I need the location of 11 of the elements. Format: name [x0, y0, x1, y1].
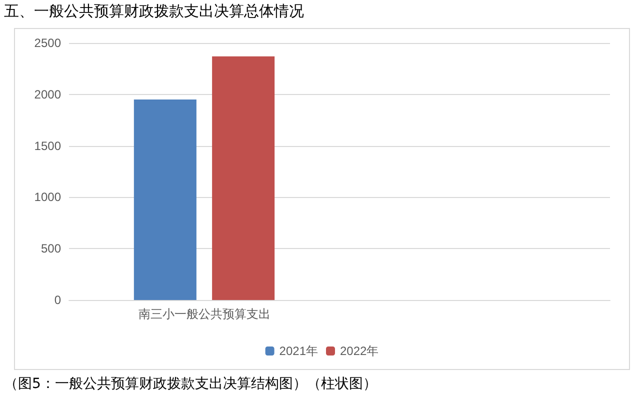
- y-tick-label: 1500: [34, 138, 62, 153]
- y-tick-label: 2500: [34, 36, 62, 50]
- y-tick-label: 2000: [34, 87, 62, 102]
- x-tick-label: 南三小一般公共预算支出: [138, 307, 270, 321]
- legend-label: 2021年: [279, 344, 318, 358]
- legend-label: 2022年: [340, 344, 379, 358]
- y-tick-label: 0: [54, 293, 62, 307]
- y-tick-label: 500: [40, 242, 62, 256]
- text: （图5：一般公共预算财政拨款支出决算结构图）（柱状图）: [4, 375, 377, 393]
- chart-title: 五、一般公共预算财政拨款支出决算总体情况: [4, 2, 304, 21]
- y-tick-label: 1000: [34, 190, 62, 204]
